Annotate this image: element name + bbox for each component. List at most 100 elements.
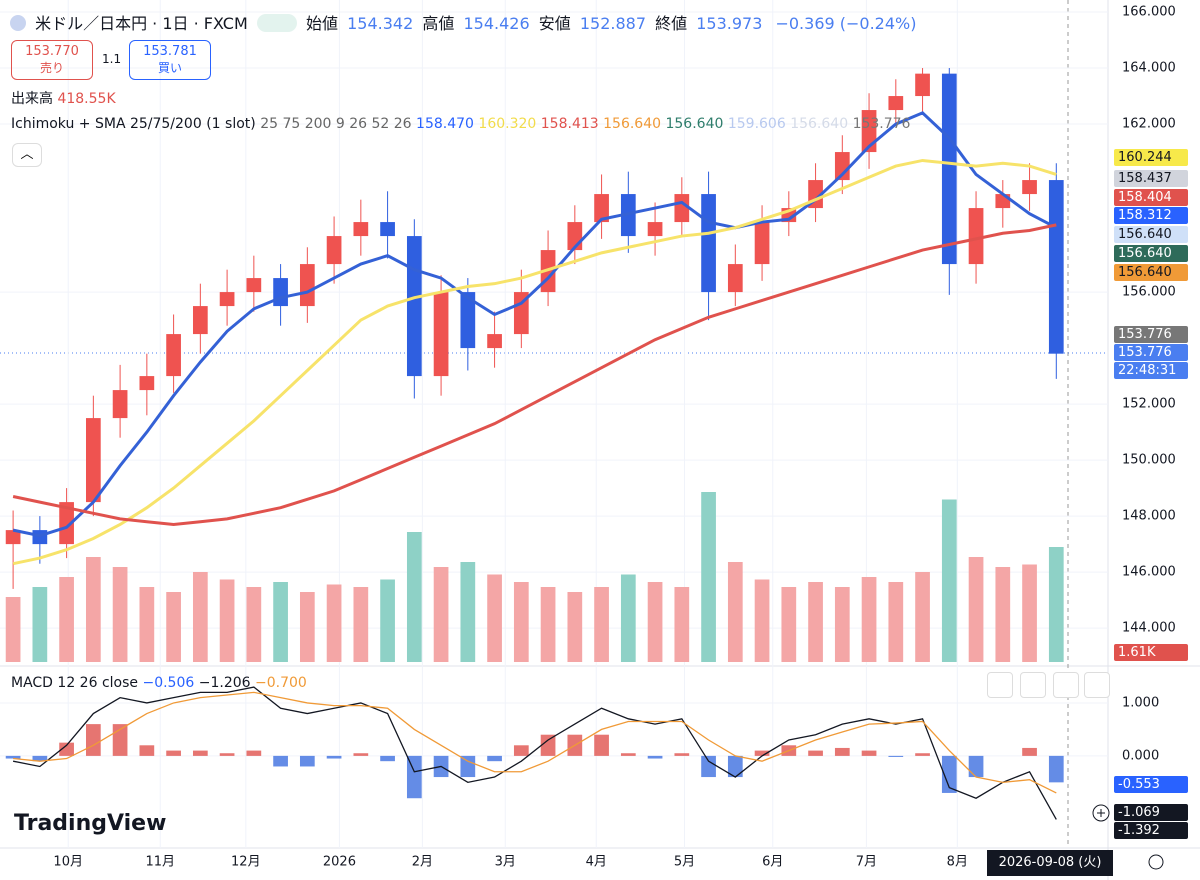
indicator-value: 156.640	[790, 116, 849, 132]
buy-button[interactable]: 153.781 買い	[129, 40, 211, 80]
macd-histogram-bar	[540, 734, 556, 756]
y-tick-label: 156.000	[1122, 285, 1176, 300]
collapse-button[interactable]: ︿	[12, 143, 42, 167]
x-tick-label: 6月	[762, 855, 783, 870]
macd-histogram-bar	[353, 753, 369, 756]
candle-body	[487, 334, 502, 349]
indicator-values: 158.470 160.320 158.413 156.640 156.640 …	[416, 116, 910, 132]
sma-line	[12, 111, 1057, 538]
change: −0.369 (−0.24%)	[775, 14, 917, 33]
x-tick-label: 8月	[947, 855, 968, 870]
macd-histogram-bar	[727, 755, 743, 778]
volume-bar	[540, 587, 556, 662]
move-up-button[interactable]	[987, 672, 1013, 698]
price-tag: 156.640	[1114, 264, 1188, 281]
x-tick-label: 5月	[674, 855, 695, 870]
candle-body	[1048, 180, 1064, 354]
volume-bar	[995, 567, 1011, 662]
ohlc-label: 始値	[305, 14, 338, 33]
collapse-pane-button[interactable]	[1053, 672, 1079, 698]
volume-bar	[139, 587, 155, 662]
candle-body	[219, 292, 235, 307]
settings-icon[interactable]	[1148, 854, 1164, 870]
volume-bar	[888, 582, 904, 662]
status-badge	[256, 14, 297, 32]
y-tick-label: 152.000	[1122, 397, 1176, 412]
logo: TradingView	[14, 811, 167, 836]
candle-body	[727, 264, 743, 293]
indicator-value: 159.606	[727, 116, 786, 132]
y-tick-label: 150.000	[1122, 453, 1176, 468]
buy-price: 153.781	[143, 44, 197, 59]
volume-bar	[487, 574, 502, 662]
y-tick-label: 148.000	[1122, 509, 1176, 524]
price-tag: 158.437	[1114, 170, 1188, 187]
volume-bar	[674, 587, 690, 662]
candle-body	[353, 222, 369, 237]
candle-body	[674, 194, 690, 223]
price-tag: 158.312	[1114, 207, 1188, 224]
candle-body	[192, 306, 208, 335]
sma-line	[12, 158, 1057, 566]
volume-bar	[246, 587, 262, 662]
volume-bar	[460, 562, 476, 662]
price-tag: 153.776	[1114, 344, 1188, 361]
volume-bar	[941, 499, 957, 662]
spread: 1.1	[102, 52, 122, 66]
macd-histogram-bar	[701, 755, 716, 778]
volume-bar	[727, 562, 743, 662]
macd-histogram-bar	[834, 747, 850, 756]
macd-histogram-bar	[674, 753, 690, 756]
price-tag: -1.069	[1114, 804, 1188, 821]
macd-value: −0.506	[142, 675, 195, 691]
delete-button[interactable]	[1020, 672, 1046, 698]
candle-body	[299, 264, 315, 307]
y-tick-label: 162.000	[1122, 117, 1176, 132]
ohlc-label: 終値	[655, 14, 688, 33]
x-tick-label: 11月	[145, 855, 175, 870]
volume-bar	[406, 532, 422, 662]
volume-bar	[353, 587, 369, 662]
volume-bar	[620, 574, 636, 662]
candle-body	[59, 502, 74, 545]
price-tag: 1.61K	[1114, 644, 1188, 661]
candle-body	[166, 334, 181, 377]
volume-bar	[326, 584, 342, 662]
macd-value: −1.206	[198, 675, 251, 691]
y-tick-label: 144.000	[1122, 621, 1176, 636]
maximize-button[interactable]	[1084, 672, 1110, 698]
indicator-name: Ichimoku + SMA 25/75/200 (1 slot)	[11, 116, 256, 132]
x-tick-label: 2月	[412, 855, 433, 870]
macd-histogram-bar	[594, 734, 609, 756]
candle-body	[834, 152, 850, 181]
volume-value: 418.55K	[57, 91, 116, 107]
volume-bar	[567, 592, 583, 662]
macd-legend: MACD 12 26 close −0.506 −1.206 −0.700	[11, 675, 307, 691]
y-tick-label: 166.000	[1122, 5, 1176, 20]
plot	[5, 68, 1064, 820]
macd-histogram-bar	[915, 753, 930, 756]
ohlc-value: 153.973	[696, 14, 763, 33]
macd-histogram-bar	[808, 750, 823, 756]
y-tick-label: 1.000	[1122, 695, 1159, 710]
price-tag: 160.244	[1114, 149, 1188, 166]
price-tag: 22:48:31	[1114, 362, 1188, 379]
flag-icon	[10, 15, 26, 31]
sell-button[interactable]: 153.770 売り	[11, 40, 93, 80]
volume-bar	[380, 579, 395, 662]
macd-histogram-bar	[273, 755, 288, 767]
candle-body	[433, 292, 449, 377]
candle-body	[754, 222, 770, 265]
macd-histogram-bar	[192, 750, 208, 756]
macd-histogram-bar	[406, 755, 422, 799]
candle-body	[380, 222, 395, 237]
macd-histogram-bar	[85, 724, 101, 756]
candle-body	[941, 73, 957, 265]
volume-bar	[701, 492, 716, 662]
macd-histogram-bar	[32, 755, 48, 762]
macd-histogram-bar	[620, 753, 636, 756]
macd-histogram-bar	[246, 750, 262, 756]
price-tag: 153.776	[1114, 326, 1188, 343]
x-tick-label: 3月	[495, 855, 516, 870]
